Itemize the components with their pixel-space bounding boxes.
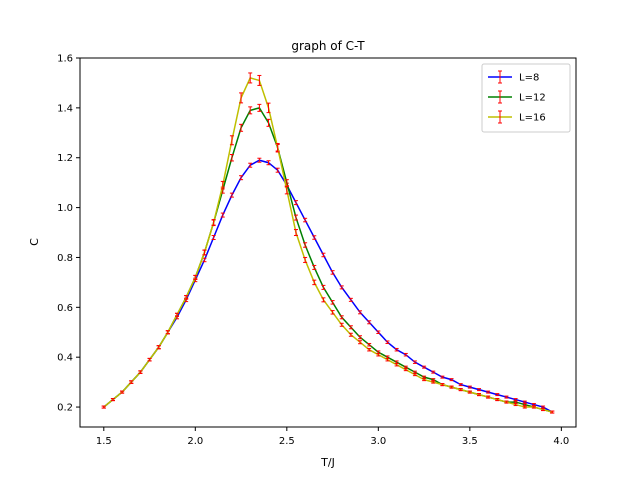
plot-frame bbox=[79, 57, 577, 428]
legend: L=8 L=12 L=16 bbox=[481, 63, 571, 133]
series-3 bbox=[101, 72, 555, 414]
legend-item-2: L=12 bbox=[488, 90, 546, 104]
y-tick-label: 1.0 bbox=[57, 203, 73, 214]
y-tick-label: 0.4 bbox=[57, 353, 73, 364]
x-tick-label: 1.5 bbox=[96, 436, 112, 447]
x-tick-label: 2.5 bbox=[279, 436, 295, 447]
legend-box bbox=[481, 63, 571, 133]
x-tick-label: 2.0 bbox=[187, 436, 203, 447]
series-line bbox=[103, 159, 553, 413]
legend-label: L=8 bbox=[519, 73, 539, 84]
axes-layer: 1.5 2.0 2.5 3.0 3.5 4.0 0.2 0.4 0.6 0.8 1.0 1.2 1.4 1… bbox=[57, 54, 569, 448]
y-tick-label: 1.6 bbox=[57, 54, 73, 65]
y-axis-label: C bbox=[28, 238, 41, 246]
y-tick-label: 1.2 bbox=[57, 153, 73, 164]
legend-label: L=12 bbox=[519, 93, 546, 104]
x-axis-label: T/J bbox=[320, 456, 335, 469]
y-tick-label: 1.4 bbox=[57, 103, 73, 114]
x-tick-label: 4.0 bbox=[553, 436, 569, 447]
legend-item-3: L=16 bbox=[488, 110, 546, 124]
y-tick-label: 0.2 bbox=[57, 403, 73, 414]
series-line bbox=[103, 77, 553, 413]
y-tick-label: 0.6 bbox=[57, 303, 73, 314]
legend-item-1: L=8 bbox=[488, 70, 539, 84]
chart-title: graph of C-T bbox=[291, 39, 365, 53]
series-layer bbox=[101, 72, 555, 414]
y-tick-label: 0.8 bbox=[57, 253, 73, 264]
x-tick-label: 3.0 bbox=[370, 436, 386, 447]
x-tick-label: 3.5 bbox=[462, 436, 478, 447]
legend-label: L=16 bbox=[519, 113, 546, 124]
